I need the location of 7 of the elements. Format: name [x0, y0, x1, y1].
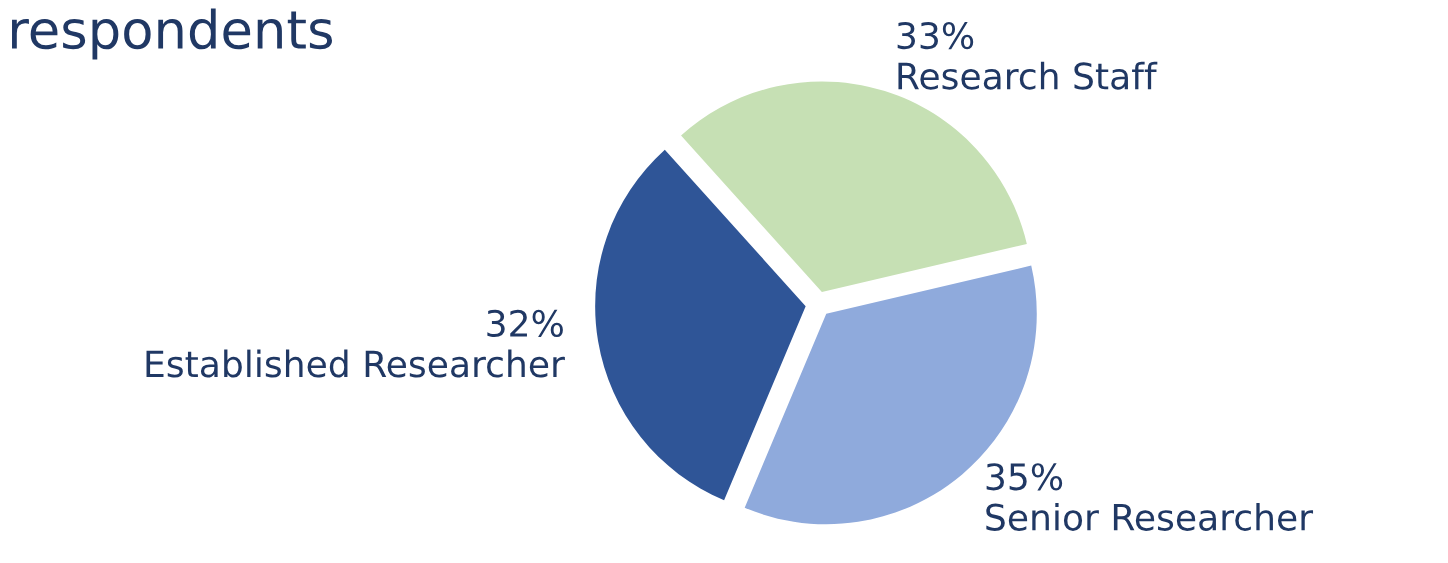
slice-label: Senior Researcher: [986, 502, 1314, 531]
slice-label: Established Researcher: [146, 349, 565, 378]
data-label: 32%: [487, 309, 563, 338]
slice-label: Research Staff: [898, 61, 1158, 90]
data-label: 33%: [897, 21, 974, 50]
data-label: 35%: [986, 463, 1063, 491]
chart-title: respondents: [12, 8, 332, 60]
